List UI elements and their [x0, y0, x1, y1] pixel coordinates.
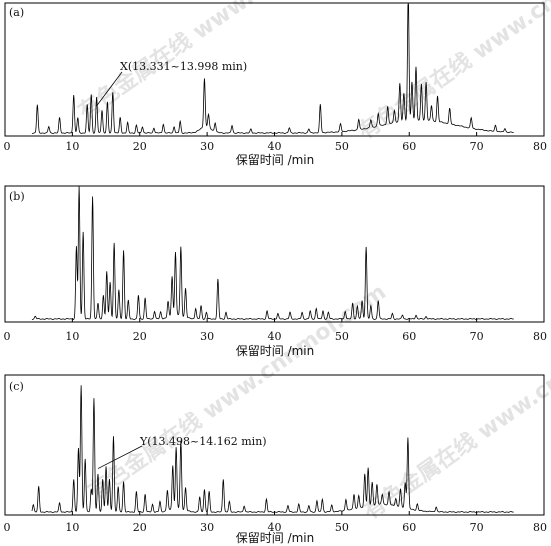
x-tick-label: 0	[4, 140, 11, 153]
x-tick-label: 0	[4, 330, 11, 343]
panel-b-tick-labels: 0 10 20 30 40 50 60 70 80	[4, 330, 548, 343]
panel-a-x-axis-label: 保留时间 /min	[236, 153, 315, 167]
watermark-text: 有色金属在线 www.cnnmol.com	[359, 299, 551, 525]
panel-c-annotation-leader	[97, 445, 143, 469]
panel-a-ticks	[4, 132, 545, 136]
x-tick-label: 70	[470, 330, 484, 343]
panel-c-x-axis-label: 保留时间 /min	[236, 531, 315, 545]
x-tick-label: 50	[335, 140, 349, 153]
x-tick-label: 60	[402, 140, 416, 153]
panel-b-ticks	[4, 318, 545, 322]
x-tick-label: 60	[402, 330, 416, 343]
x-tick-label: 80	[533, 140, 547, 153]
watermark-group: 有色金属在线 www.cnnmol.com 有色金属在线 www.cnnmol.…	[74, 0, 551, 525]
x-tick-label: 30	[200, 330, 214, 343]
x-tick-label: 70	[470, 521, 484, 534]
panel-c-ticks	[4, 511, 545, 515]
panel-c-label: (c)	[9, 380, 24, 393]
x-tick-label: 60	[402, 521, 416, 534]
panel-c-trace	[31, 385, 514, 513]
panel-c-annotation: Y(13.498~14.162 min)	[139, 435, 267, 448]
panel-a: (a) 0 10 20 30 40 50 60 70 80 保留时间 /min X(13.331…	[4, 2, 548, 167]
panel-b-trace	[31, 186, 514, 320]
panel-a-annotation: X(13.331~13.998 min)	[120, 60, 247, 73]
x-tick-label: 0	[4, 521, 11, 534]
panel-b-x-axis-label: 保留时间 /min	[236, 344, 315, 358]
x-tick-label: 30	[200, 521, 214, 534]
x-tick-label: 40	[268, 330, 282, 343]
x-tick-label: 70	[470, 140, 484, 153]
panel-a-label: (a)	[9, 6, 24, 19]
panel-a-trace	[31, 3, 514, 134]
x-tick-label: 20	[133, 521, 147, 534]
panel-b: (b) 0 10 20 30 40 50 60 70 80 保留时间 /min	[4, 185, 548, 358]
x-tick-label: 20	[133, 330, 147, 343]
x-tick-label: 80	[533, 521, 547, 534]
x-tick-label: 50	[335, 521, 349, 534]
x-tick-label: 10	[65, 140, 79, 153]
x-tick-label: 20	[133, 140, 147, 153]
panel-a-tick-labels: 0 10 20 30 40 50 60 70 80	[4, 140, 548, 153]
panel-c: (c) 0 10 20 30 40 50 60 70 80 保留时间 /min Y(13.498…	[4, 374, 548, 545]
panel-a-annotation-leader	[96, 71, 123, 107]
panel-c-tick-labels: 0 10 20 30 40 50 60 70 80	[4, 521, 548, 534]
panel-b-frame	[4, 185, 545, 323]
panel-b-label: (b)	[9, 190, 25, 203]
x-tick-label: 50	[335, 330, 349, 343]
x-tick-label: 30	[200, 140, 214, 153]
watermark-text: 有色金属在线 www.cnnmol.com	[354, 0, 551, 145]
x-tick-label: 40	[268, 140, 282, 153]
x-tick-label: 10	[65, 521, 79, 534]
x-tick-label: 40	[268, 521, 282, 534]
x-tick-label: 10	[65, 330, 79, 343]
x-tick-label: 80	[533, 330, 547, 343]
